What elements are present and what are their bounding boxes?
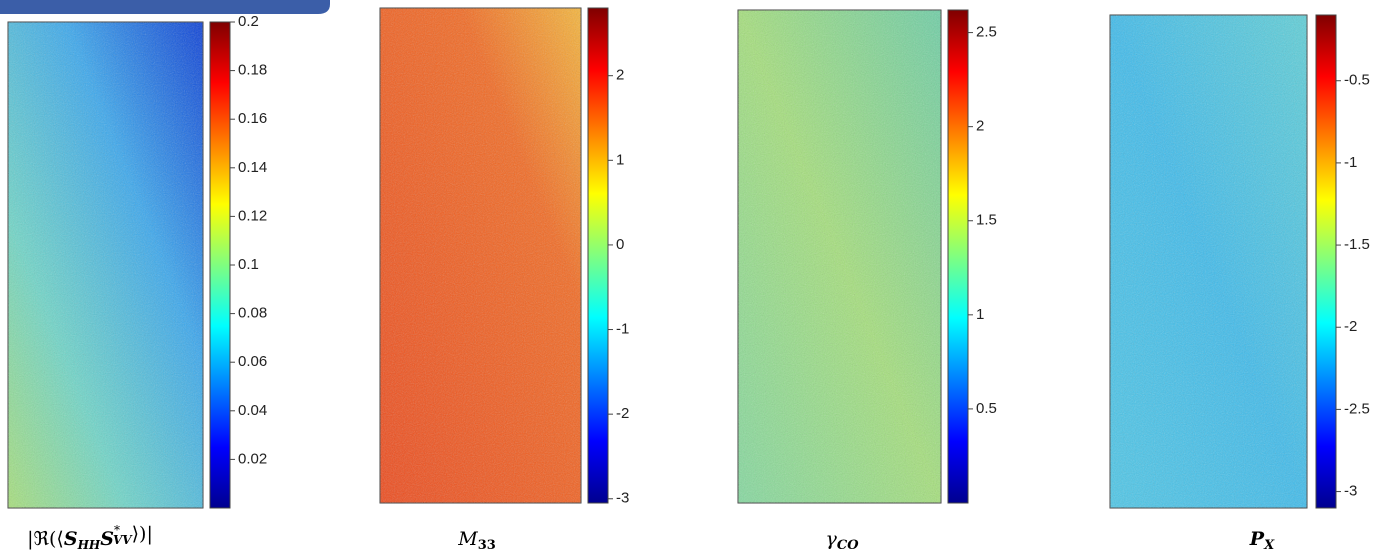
tick-label: 1 [616, 151, 624, 168]
tick-label: 2 [976, 118, 984, 135]
tick-label: -2 [616, 405, 629, 422]
tick-label: 0.1 [238, 256, 259, 273]
caption-part: * [114, 523, 120, 537]
tick-label: 1.5 [976, 212, 997, 229]
caption-part: 33 [478, 538, 496, 553]
tick-label: 0.16 [238, 110, 267, 127]
tick-label: 2.5 [976, 24, 997, 41]
caption: γCO [825, 528, 859, 553]
tick-label: 0.2 [238, 13, 259, 30]
tick-label: -1 [1344, 154, 1357, 171]
tick-label: -0.5 [1344, 72, 1370, 89]
caption-part: HH [77, 538, 101, 552]
tick-label: 0.12 [238, 207, 267, 224]
tick-label: 0.14 [238, 159, 267, 176]
tick-label: -1.5 [1344, 236, 1370, 253]
tick-label: 0.04 [238, 402, 267, 419]
image-texture [380, 8, 581, 503]
tick-label: -3 [1344, 483, 1357, 500]
caption-part: ⟩)| [132, 523, 153, 545]
caption: M33 [457, 528, 496, 553]
tick-label: 0.08 [238, 305, 267, 322]
caption-part: VV [113, 533, 133, 547]
tick-label: 0 [616, 236, 624, 253]
tick-label: 1 [976, 306, 984, 323]
header-tab [0, 0, 330, 14]
caption-part: CO [837, 538, 859, 553]
tick-label: -2.5 [1344, 400, 1370, 417]
colorbar [209, 21, 231, 509]
caption-part: γ [825, 528, 837, 550]
caption-part: |ℜ(⟨ [27, 528, 64, 550]
caption-part: X [1263, 538, 1275, 553]
caption-part: P [1249, 528, 1265, 550]
image-texture [738, 10, 941, 503]
image-texture [1110, 15, 1307, 508]
caption: |ℜ(⟨SHHS* VV⟩)| [27, 523, 153, 552]
tick-label: 0.18 [238, 62, 267, 79]
tick-label: -2 [1344, 318, 1357, 335]
tick-label: 2 [616, 67, 624, 84]
caption-part: S [64, 528, 78, 550]
tick-label: 0.02 [238, 450, 267, 467]
colorbar [1315, 14, 1337, 509]
colorbar [587, 7, 609, 504]
caption-part: S [100, 528, 114, 550]
caption: PX [1249, 528, 1275, 553]
caption-part: M [457, 528, 478, 550]
tick-label: 0.5 [976, 400, 997, 417]
tick-label: 0.06 [238, 353, 267, 370]
tick-label: -3 [616, 490, 629, 507]
image-texture [8, 22, 203, 508]
colorbar [947, 9, 969, 504]
tick-label: -1 [616, 321, 629, 338]
